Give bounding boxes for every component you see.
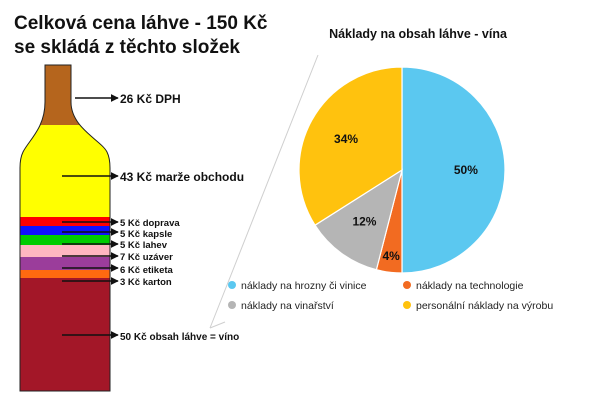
- legend-swatch-2: [228, 301, 236, 309]
- pie-label-3: 34%: [334, 132, 358, 146]
- title-line-1: Celková cena láhve - 150 Kč: [14, 13, 268, 34]
- bottle-segment-3: [20, 226, 110, 235]
- legend-swatch-0: [228, 281, 236, 289]
- bottle-label-2: 5 Kč doprava: [120, 218, 180, 229]
- legend-label-2: náklady na vinařství: [241, 300, 334, 312]
- bottle-segment-1: [20, 125, 110, 217]
- legend-swatch-3: [403, 301, 411, 309]
- chart-title: Celková cena láhve - 150 Kč se skládá z …: [14, 12, 267, 60]
- pie-label-1: 4%: [382, 249, 400, 263]
- legend-label-0: náklady na hrozny či vinice: [241, 280, 367, 292]
- title-line-2: se skládá z těchto složek: [14, 37, 240, 58]
- bottle-labels: 26 Kč DPH 43 Kč marže obchodu 5 Kč doprava…: [62, 92, 244, 343]
- bottle-segment-6: [20, 257, 110, 270]
- bottle-segment-7: [20, 270, 110, 278]
- bottle-chart: [19, 64, 111, 392]
- connector-line-bottom: [209, 321, 226, 329]
- connector-line-top: [209, 54, 319, 329]
- pie-slice-0: [401, 66, 506, 274]
- zoom-connector: [209, 54, 319, 329]
- bottle-label-3: 5 Kč kapsle: [120, 229, 172, 240]
- legend-label-3: personální náklady na výrobu: [416, 300, 553, 312]
- pie-label-0: 50%: [454, 163, 478, 177]
- bottle-label-6: 6 Kč etiketa: [120, 265, 174, 276]
- pie-slice-2: [314, 168, 403, 271]
- pie-legend: náklady na hrozny či vinice náklady na te…: [228, 280, 553, 312]
- bottle-label-5: 7 Kč uzáver: [120, 252, 173, 263]
- bottle-label-1: 43 Kč marže obchodu: [120, 170, 244, 184]
- bottle-segment-4: [20, 235, 110, 245]
- bottle-label-0: 26 Kč DPH: [120, 92, 181, 106]
- pie-slice-3: [298, 66, 403, 227]
- bottle-segment-0: [20, 65, 110, 125]
- pie-label-2: 12%: [352, 215, 376, 229]
- legend-label-1: náklady na technologie: [416, 280, 524, 292]
- pie-chart: Náklady na obsah láhve - vína 50% 4% 12% 34%: [298, 27, 508, 274]
- bottle-label-7: 3 Kč karton: [120, 277, 172, 288]
- bottle-label-4: 5 Kč lahev: [120, 240, 168, 251]
- bottle-segment-5: [20, 245, 110, 257]
- bottle-label-8: 50 Kč obsah láhve = víno: [120, 332, 239, 343]
- bottle-outline: [19, 64, 111, 392]
- pie-title: Náklady na obsah láhve - vína: [329, 27, 508, 41]
- legend-swatch-1: [403, 281, 411, 289]
